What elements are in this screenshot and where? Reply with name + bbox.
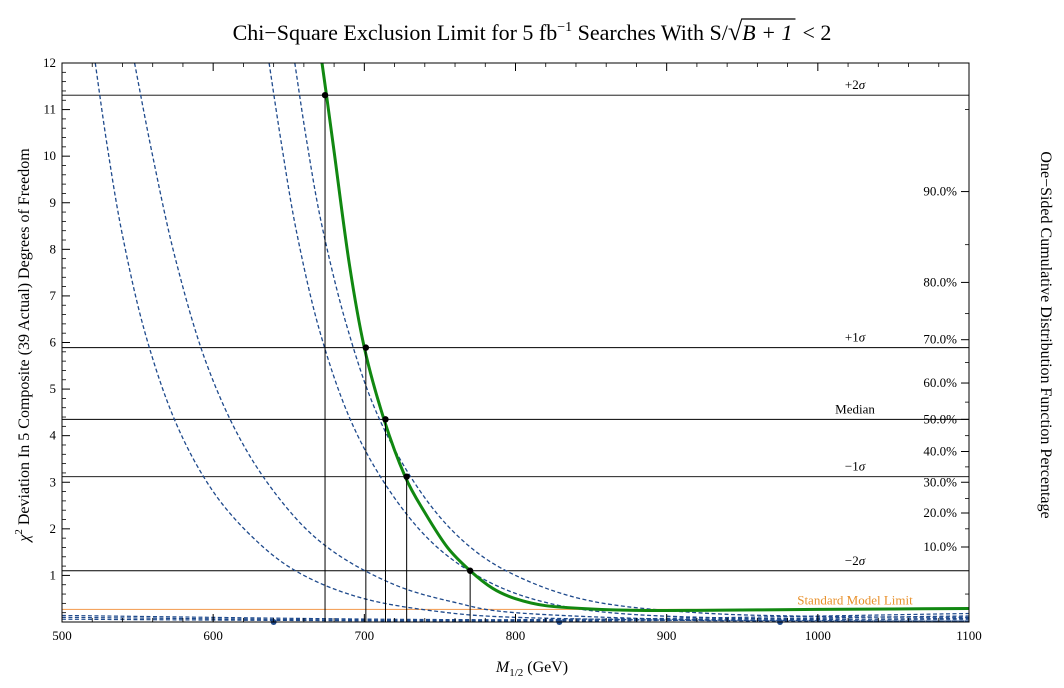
x-tick-label: 600 bbox=[203, 628, 223, 643]
right-axis-title: One−Sided Cumulative Distribution Functi… bbox=[1037, 151, 1054, 518]
reference-line-label: Median bbox=[835, 401, 875, 416]
title-superscript: −1 bbox=[557, 20, 572, 35]
crossing-point bbox=[466, 567, 474, 574]
x-tick-label: 900 bbox=[657, 628, 677, 643]
right-tick-label: 80.0% bbox=[923, 274, 957, 289]
right-tick-label: 70.0% bbox=[923, 332, 957, 347]
right-tick-label: 90.0% bbox=[923, 184, 957, 199]
y-tick-label: 3 bbox=[50, 474, 57, 489]
composite-series-line bbox=[320, 63, 969, 612]
x-axis-title: M1/2 (GeV) bbox=[495, 659, 568, 679]
standard-model-limit-label: Standard Model Limit bbox=[797, 592, 913, 607]
plot-frame bbox=[61, 62, 970, 623]
individual-series-line bbox=[94, 63, 969, 622]
title-prefix: Chi−Square Exclusion Limit for 5 fb bbox=[233, 20, 558, 45]
y-tick-label: 6 bbox=[50, 335, 57, 350]
reference-line-label: +2σ bbox=[845, 77, 866, 92]
y-tick-label: 7 bbox=[50, 288, 57, 303]
right-tick-label: 30.0% bbox=[923, 474, 957, 489]
individual-series-line bbox=[294, 63, 969, 618]
y-tick-label: 2 bbox=[50, 521, 57, 536]
title-sqrt-sign: √ bbox=[728, 17, 743, 46]
crossing-point bbox=[382, 416, 389, 423]
x-tick-label: 1000 bbox=[805, 628, 831, 643]
individual-series-line bbox=[268, 63, 969, 620]
right-tick-label: 40.0% bbox=[923, 444, 957, 459]
individual-series-baseline bbox=[62, 617, 969, 622]
title-middle: Searches With S/ bbox=[572, 20, 729, 45]
title-suffix: < 2 bbox=[802, 20, 831, 45]
crossing-point bbox=[403, 473, 410, 480]
x-tick-label: 700 bbox=[355, 628, 375, 643]
y-tick-label: 10 bbox=[43, 148, 56, 163]
clipped-series-layer bbox=[62, 63, 969, 622]
right-tick-label: 20.0% bbox=[923, 505, 957, 520]
y-tick-label: 12 bbox=[43, 55, 56, 70]
x-tick-label: 1100 bbox=[956, 628, 982, 643]
y-tick-label: 4 bbox=[50, 428, 57, 443]
right-tick-label: 50.0% bbox=[923, 411, 957, 426]
individual-series-baseline bbox=[62, 615, 969, 622]
y-tick-label: 9 bbox=[50, 195, 57, 210]
y-tick-label: 8 bbox=[50, 241, 57, 256]
crossing-point bbox=[362, 344, 370, 351]
plot-area: 500 600 700 800 900 1000 110012345678910111210… bbox=[43, 55, 982, 643]
x-tick-label: 500 bbox=[52, 628, 72, 643]
title-radicand: B + 1 bbox=[742, 20, 792, 45]
right-tick-label: 10.0% bbox=[923, 539, 957, 554]
y-tick-label: 11 bbox=[43, 102, 56, 117]
reference-line-label: +1σ bbox=[845, 330, 866, 345]
individual-series-baseline bbox=[62, 612, 969, 621]
x-tick-label: 800 bbox=[506, 628, 526, 643]
y-tick-label: 1 bbox=[50, 567, 57, 582]
chart-title: Chi−Square Exclusion Limit for 5 fb−1 Se… bbox=[233, 17, 832, 46]
individual-series-line bbox=[133, 63, 969, 622]
y-tick-label: 5 bbox=[50, 381, 57, 396]
y-axis-title: χ2 Deviation In 5 Composite (39 Actual) … bbox=[13, 148, 33, 544]
reference-line-label: −1σ bbox=[845, 459, 866, 474]
crossing-point bbox=[321, 91, 329, 99]
right-tick-label: 60.0% bbox=[923, 375, 957, 390]
reference-line-label: −2σ bbox=[845, 553, 866, 568]
